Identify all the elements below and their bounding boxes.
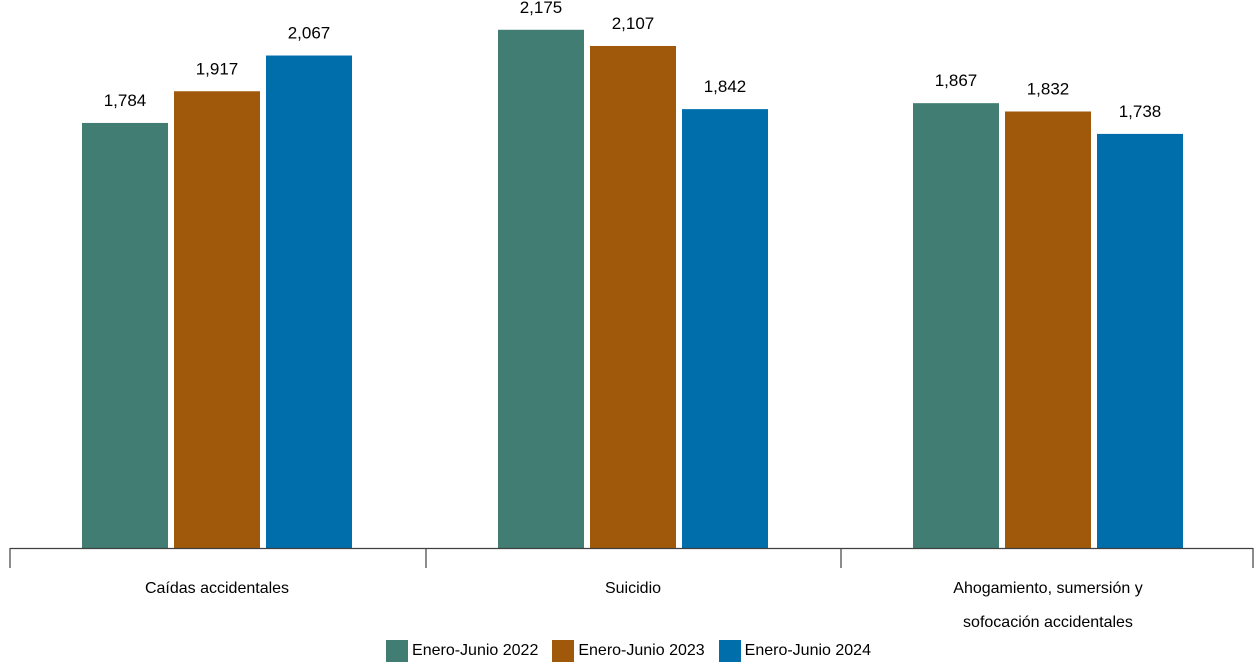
legend-swatch-2022 [386,640,409,662]
legend-swatch-2023 [552,640,575,662]
data-label-3-1: 2,067 [288,24,331,43]
bars-layer [82,29,1183,549]
data-label-3-3: 1,738 [1119,102,1162,121]
legend-label-2022: Enero-Junio 2022 [412,642,539,659]
data-label-1-3: 1,867 [935,71,978,90]
legend-item-2022: Enero-Junio 2022 [386,640,538,662]
bar-1-1 [82,122,168,548]
bar-2-2 [590,45,676,549]
category-label-1-line-1: Caídas accidentales [145,580,289,597]
bar-1-3 [913,103,999,548]
bar-3-2 [682,109,768,549]
bar-1-2 [498,29,584,549]
data-label-2-2: 2,107 [612,14,655,33]
bar-2-1 [174,91,260,549]
bar-3-3 [1097,133,1183,549]
bar-chart: 1,784 1,917 2,067 2,175 2,107 1,842 1,867 1,832… [9,0,1254,631]
category-label-3-line-1: Ahogamiento, sumersión y [953,580,1142,597]
category-label-2-line-1: Suicidio [605,580,661,597]
legend: Enero-Junio 2022 Enero-Junio 2023 Enero-… [0,640,1257,662]
data-label-2-1: 1,917 [196,59,239,78]
x-axis [9,547,1254,568]
bar-3-1 [266,55,352,549]
data-label-3-2: 1,842 [704,77,747,96]
legend-item-2024: Enero-Junio 2024 [718,640,871,662]
legend-item-2023: Enero-Junio 2023 [552,640,705,662]
category-labels-layer: Caídas accidentales Suicidio Ahogamiento, … [145,580,1143,631]
legend-label-2024: Enero-Junio 2024 [744,642,871,659]
legend-swatch-2024 [718,640,741,662]
category-label-3-line-2: sofocación accidentales [963,614,1133,631]
legend-label-2023: Enero-Junio 2023 [578,642,705,659]
data-label-1-1: 1,784 [104,91,147,110]
bar-2-3 [1005,111,1091,548]
data-label-2-3: 1,832 [1027,80,1070,99]
data-labels-layer: 1,784 1,917 2,067 2,175 2,107 1,842 1,867 1,832… [104,0,1162,121]
data-label-1-2: 2,175 [520,0,563,17]
